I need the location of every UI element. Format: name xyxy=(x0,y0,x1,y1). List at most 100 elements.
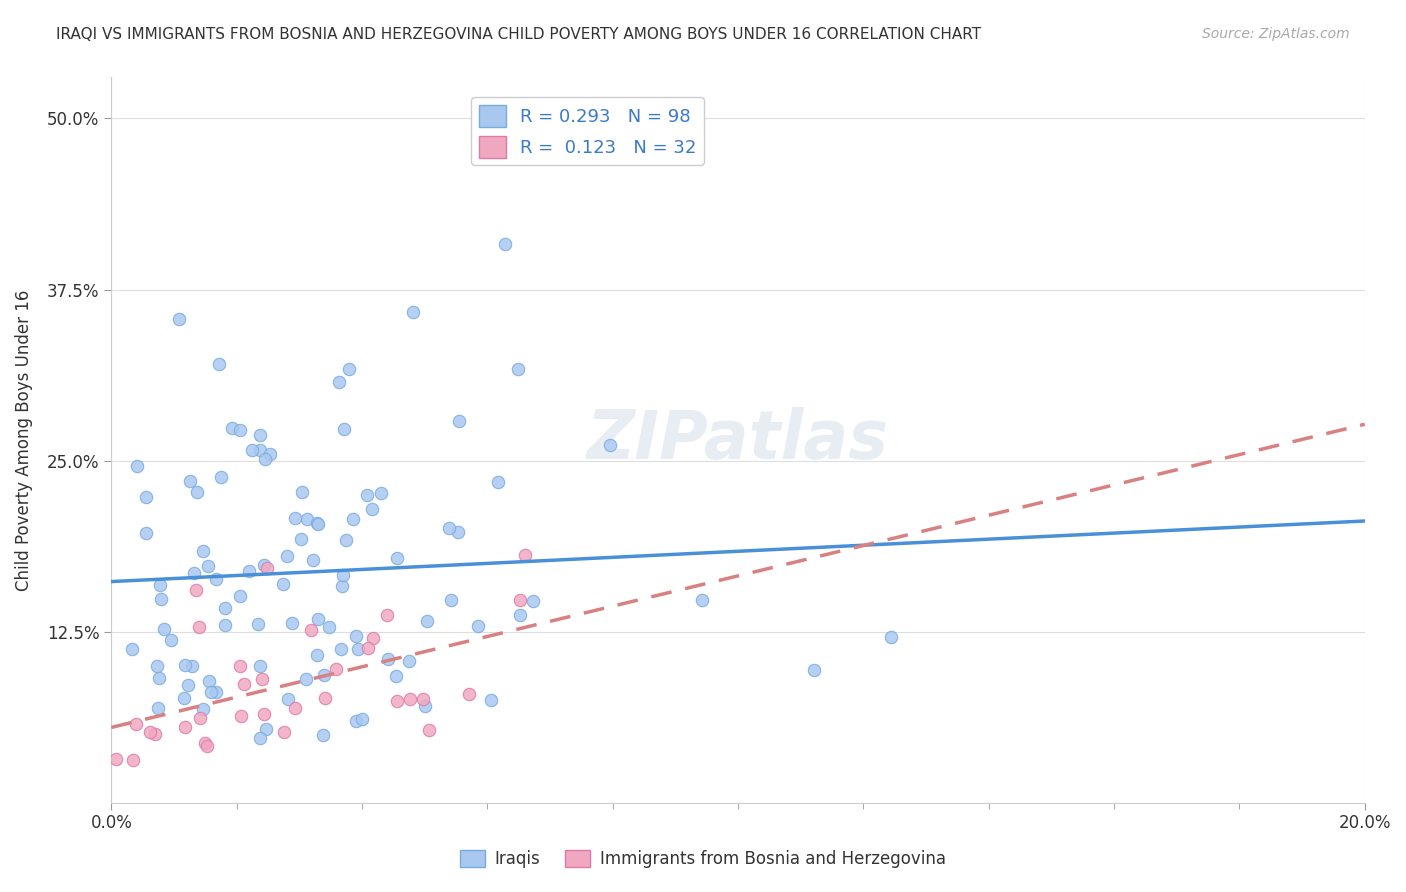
Point xyxy=(412,692,434,706)
Point xyxy=(599,438,621,452)
Point xyxy=(302,553,325,567)
Point xyxy=(314,668,336,682)
Point xyxy=(253,707,276,722)
Point xyxy=(184,582,207,597)
Legend: Iraqis, Immigrants from Bosnia and Herzegovina: Iraqis, Immigrants from Bosnia and Herze… xyxy=(453,843,953,875)
Point xyxy=(352,712,374,726)
Point xyxy=(333,422,356,436)
Point xyxy=(276,549,298,563)
Point xyxy=(183,566,205,580)
Point xyxy=(325,662,347,676)
Point xyxy=(447,524,470,539)
Point xyxy=(181,658,204,673)
Point xyxy=(197,558,219,573)
Legend: R = 0.293   N = 98, R =  0.123   N = 32: R = 0.293 N = 98, R = 0.123 N = 32 xyxy=(471,97,704,165)
Point xyxy=(186,485,208,500)
Point xyxy=(214,600,236,615)
Point xyxy=(356,488,378,502)
Point xyxy=(508,362,530,376)
Point xyxy=(307,612,329,626)
Point xyxy=(385,668,408,682)
Point xyxy=(149,592,172,607)
Point xyxy=(135,490,157,504)
Point xyxy=(295,673,318,687)
Point xyxy=(332,567,354,582)
Point xyxy=(439,521,461,535)
Text: Source: ZipAtlas.com: Source: ZipAtlas.com xyxy=(1202,27,1350,41)
Point xyxy=(188,620,211,634)
Point xyxy=(149,578,172,592)
Point xyxy=(467,619,489,633)
Point xyxy=(233,677,256,691)
Point xyxy=(143,727,166,741)
Point xyxy=(332,579,354,593)
Point xyxy=(229,659,252,673)
Point xyxy=(307,516,329,531)
Point xyxy=(291,485,314,500)
Point xyxy=(238,564,260,578)
Point xyxy=(299,623,322,637)
Point xyxy=(221,420,243,434)
Point xyxy=(250,672,273,686)
Point xyxy=(398,654,420,668)
Point xyxy=(344,714,367,728)
Point xyxy=(347,642,370,657)
Point xyxy=(297,512,319,526)
Point xyxy=(314,690,336,705)
Point xyxy=(194,736,217,750)
Point xyxy=(138,725,160,739)
Point xyxy=(148,671,170,685)
Point xyxy=(307,517,329,532)
Point xyxy=(153,622,176,636)
Point xyxy=(254,722,277,736)
Point xyxy=(121,753,143,767)
Point xyxy=(370,485,392,500)
Point xyxy=(305,648,328,663)
Point xyxy=(253,558,276,572)
Point xyxy=(173,691,195,706)
Point xyxy=(179,474,201,488)
Point xyxy=(509,608,531,623)
Point xyxy=(290,532,312,546)
Point xyxy=(273,725,295,739)
Point xyxy=(398,691,420,706)
Y-axis label: Child Poverty Among Boys Under 16: Child Poverty Among Boys Under 16 xyxy=(15,289,32,591)
Text: IRAQI VS IMMIGRANTS FROM BOSNIA AND HERZEGOVINA CHILD POVERTY AMONG BOYS UNDER 1: IRAQI VS IMMIGRANTS FROM BOSNIA AND HERZ… xyxy=(56,27,981,42)
Point xyxy=(488,475,510,489)
Point xyxy=(191,701,214,715)
Point xyxy=(440,592,463,607)
Point xyxy=(330,641,353,656)
Point xyxy=(254,452,277,467)
Point xyxy=(249,427,271,442)
Point xyxy=(337,361,360,376)
Point xyxy=(146,701,169,715)
Point xyxy=(214,618,236,632)
Point xyxy=(146,658,169,673)
Point xyxy=(361,501,384,516)
Point xyxy=(249,659,271,673)
Point xyxy=(363,631,385,645)
Point xyxy=(125,716,148,731)
Point xyxy=(211,470,233,484)
Point xyxy=(311,728,333,742)
Point xyxy=(167,312,190,326)
Point xyxy=(249,442,271,457)
Point xyxy=(121,641,143,656)
Point xyxy=(173,657,195,672)
Point xyxy=(318,619,340,633)
Point xyxy=(231,708,253,723)
Text: ZIPatlas: ZIPatlas xyxy=(588,407,889,473)
Point xyxy=(174,720,197,734)
Point xyxy=(515,548,537,562)
Point xyxy=(197,674,219,689)
Point xyxy=(803,663,825,677)
Point xyxy=(346,629,368,643)
Point xyxy=(229,589,252,603)
Point xyxy=(177,678,200,692)
Point xyxy=(208,357,231,371)
Point xyxy=(195,739,218,753)
Point xyxy=(457,687,479,701)
Point xyxy=(271,577,294,591)
Point xyxy=(416,614,439,628)
Point xyxy=(342,511,364,525)
